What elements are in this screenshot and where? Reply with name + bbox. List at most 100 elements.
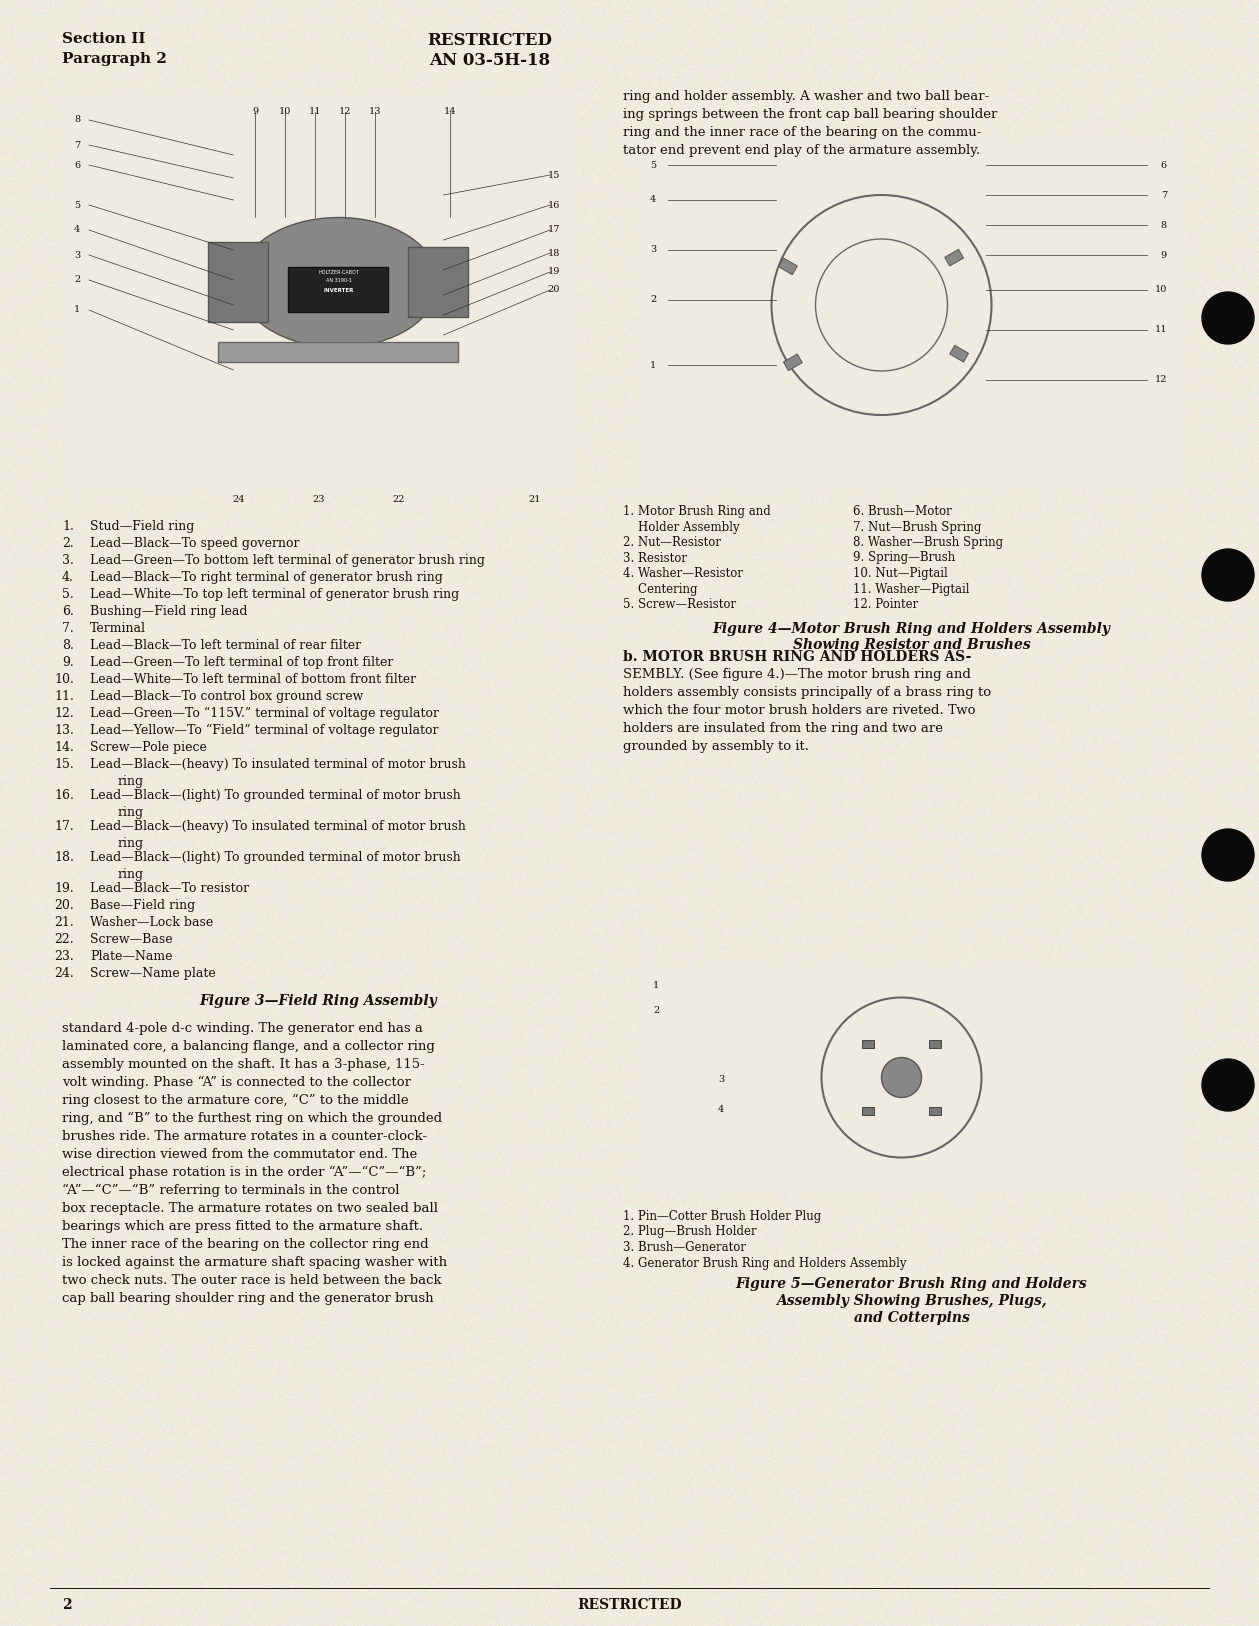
Text: 13: 13 — [369, 107, 381, 115]
Bar — [861, 1039, 874, 1047]
Text: 1. Pin—Cotter Brush Holder Plug: 1. Pin—Cotter Brush Holder Plug — [623, 1210, 821, 1223]
Text: 10.: 10. — [54, 673, 74, 686]
Text: Lead—Black—(light) To grounded terminal of motor brush: Lead—Black—(light) To grounded terminal … — [89, 789, 461, 802]
Text: two check nuts. The outer race is held between the back: two check nuts. The outer race is held b… — [62, 1275, 442, 1288]
Text: ing springs between the front cap ball bearing shoulder: ing springs between the front cap ball b… — [623, 107, 997, 120]
Text: 2: 2 — [650, 296, 656, 304]
Text: standard 4-pole d-c winding. The generator end has a: standard 4-pole d-c winding. The generat… — [62, 1023, 423, 1036]
Text: 19.: 19. — [54, 881, 74, 894]
Text: 24.: 24. — [54, 967, 74, 980]
Text: 1.: 1. — [62, 520, 74, 533]
Text: 2. Plug—Brush Holder: 2. Plug—Brush Holder — [623, 1226, 757, 1239]
Text: Bushing—Field ring lead: Bushing—Field ring lead — [89, 605, 248, 618]
Text: 8: 8 — [74, 115, 81, 125]
Text: 3: 3 — [650, 246, 656, 255]
Bar — [638, 140, 1185, 489]
Text: Stud—Field ring: Stud—Field ring — [89, 520, 194, 533]
Text: Lead—Green—To left terminal of top front filter: Lead—Green—To left terminal of top front… — [89, 655, 393, 668]
Text: 22.: 22. — [54, 933, 74, 946]
Text: 22: 22 — [393, 494, 404, 504]
Text: 14: 14 — [443, 107, 456, 115]
Text: 8.: 8. — [62, 639, 74, 652]
Text: 3.: 3. — [62, 554, 74, 567]
Text: 20.: 20. — [54, 899, 74, 912]
Text: Assembly Showing Brushes, Plugs,: Assembly Showing Brushes, Plugs, — [777, 1294, 1046, 1307]
Text: SEMBLY. (See figure 4.)—The motor brush ring and: SEMBLY. (See figure 4.)—The motor brush … — [623, 668, 971, 681]
Text: 17.: 17. — [54, 820, 74, 833]
Text: Section II: Section II — [62, 33, 146, 46]
Bar — [929, 1107, 942, 1115]
Text: ring and the inner race of the bearing on the commu-: ring and the inner race of the bearing o… — [623, 125, 981, 138]
Text: 9: 9 — [252, 107, 258, 115]
Text: 3: 3 — [74, 250, 81, 260]
Text: 4: 4 — [718, 1106, 724, 1114]
Text: 4.: 4. — [62, 571, 74, 584]
Text: grounded by assembly to it.: grounded by assembly to it. — [623, 740, 810, 753]
Text: 10: 10 — [278, 107, 291, 115]
Text: 6.: 6. — [62, 605, 74, 618]
Text: Screw—Base: Screw—Base — [89, 933, 172, 946]
Text: AN 03-5H-18: AN 03-5H-18 — [429, 52, 550, 68]
Text: 23: 23 — [312, 494, 325, 504]
Text: 10. Nut—Pigtail: 10. Nut—Pigtail — [854, 567, 948, 580]
Bar — [949, 345, 968, 363]
Text: electrical phase rotation is in the order “A”—“C”—“B”;: electrical phase rotation is in the orde… — [62, 1166, 427, 1179]
Text: 6: 6 — [1161, 161, 1167, 169]
Text: 5.: 5. — [62, 589, 74, 602]
Bar — [944, 249, 963, 267]
Text: Figure 5—Generator Brush Ring and Holders: Figure 5—Generator Brush Ring and Holder… — [735, 1276, 1088, 1291]
Text: 2. Nut—Resistor: 2. Nut—Resistor — [623, 537, 721, 550]
Text: 9.: 9. — [62, 655, 74, 668]
Text: ring: ring — [118, 776, 144, 789]
Circle shape — [1202, 1059, 1254, 1111]
Ellipse shape — [238, 218, 438, 348]
Text: 2: 2 — [74, 275, 81, 285]
Text: 7. Nut—Brush Spring: 7. Nut—Brush Spring — [854, 520, 981, 533]
Text: Lead—Black—(heavy) To insulated terminal of motor brush: Lead—Black—(heavy) To insulated terminal… — [89, 820, 466, 833]
Text: 5: 5 — [650, 161, 656, 169]
Text: 11. Washer—Pigtail: 11. Washer—Pigtail — [854, 582, 969, 595]
Text: 4. Generator Brush Ring and Holders Assembly: 4. Generator Brush Ring and Holders Asse… — [623, 1257, 906, 1270]
Text: Screw—Pole piece: Screw—Pole piece — [89, 741, 206, 754]
Text: Terminal: Terminal — [89, 623, 146, 636]
Text: ring and holder assembly. A washer and two ball bear-: ring and holder assembly. A washer and t… — [623, 89, 990, 102]
Text: 12: 12 — [1155, 376, 1167, 384]
Text: 2: 2 — [653, 1005, 660, 1015]
Text: Lead—Black—To resistor: Lead—Black—To resistor — [89, 881, 249, 894]
Text: 1: 1 — [74, 306, 81, 314]
Text: assembly mounted on the shaft. It has a 3-phase, 115-: assembly mounted on the shaft. It has a … — [62, 1059, 424, 1072]
Text: 12: 12 — [339, 107, 351, 115]
Text: brushes ride. The armature rotates in a counter-clock-: brushes ride. The armature rotates in a … — [62, 1130, 427, 1143]
Text: 7: 7 — [1161, 190, 1167, 200]
Text: Lead—White—To top left terminal of generator brush ring: Lead—White—To top left terminal of gener… — [89, 589, 460, 602]
Text: 7.: 7. — [62, 623, 74, 636]
Text: INVERTER: INVERTER — [324, 288, 354, 293]
Text: Lead—Black—(light) To grounded terminal of motor brush: Lead—Black—(light) To grounded terminal … — [89, 850, 461, 863]
Text: AN 3190-1: AN 3190-1 — [326, 278, 351, 283]
Text: RESTRICTED: RESTRICTED — [428, 33, 553, 49]
Text: Lead—Black—(heavy) To insulated terminal of motor brush: Lead—Black—(heavy) To insulated terminal… — [89, 758, 466, 771]
Text: Lead—Green—To bottom left terminal of generator brush ring: Lead—Green—To bottom left terminal of ge… — [89, 554, 485, 567]
Bar — [62, 94, 575, 489]
Text: 8: 8 — [1161, 221, 1167, 229]
Text: 15: 15 — [548, 171, 560, 179]
Text: “A”—“C”—“B” referring to terminals in the control: “A”—“C”—“B” referring to terminals in th… — [62, 1184, 399, 1197]
Text: RESTRICTED: RESTRICTED — [578, 1598, 682, 1611]
Text: 11: 11 — [308, 107, 321, 115]
Text: Lead—Black—To speed governor: Lead—Black—To speed governor — [89, 537, 300, 550]
Text: Screw—Name plate: Screw—Name plate — [89, 967, 215, 980]
Text: Holder Assembly: Holder Assembly — [623, 520, 739, 533]
Text: laminated core, a balancing flange, and a collector ring: laminated core, a balancing flange, and … — [62, 1041, 434, 1054]
Text: 16: 16 — [548, 200, 560, 210]
Text: Figure 4—Motor Brush Ring and Holders Assembly: Figure 4—Motor Brush Ring and Holders As… — [713, 621, 1110, 636]
Text: Showing Resistor and Brushes: Showing Resistor and Brushes — [793, 639, 1030, 652]
Text: Lead—White—To left terminal of bottom front filter: Lead—White—To left terminal of bottom fr… — [89, 673, 417, 686]
Text: Base—Field ring: Base—Field ring — [89, 899, 195, 912]
Text: 21: 21 — [529, 494, 541, 504]
Text: 4: 4 — [650, 195, 656, 205]
Text: 1. Motor Brush Ring and: 1. Motor Brush Ring and — [623, 506, 771, 519]
Text: 8. Washer—Brush Spring: 8. Washer—Brush Spring — [854, 537, 1003, 550]
Bar — [288, 268, 389, 312]
Text: b. MOTOR BRUSH RING AND HOLDERS AS-: b. MOTOR BRUSH RING AND HOLDERS AS- — [623, 650, 972, 663]
Text: 16.: 16. — [54, 789, 74, 802]
